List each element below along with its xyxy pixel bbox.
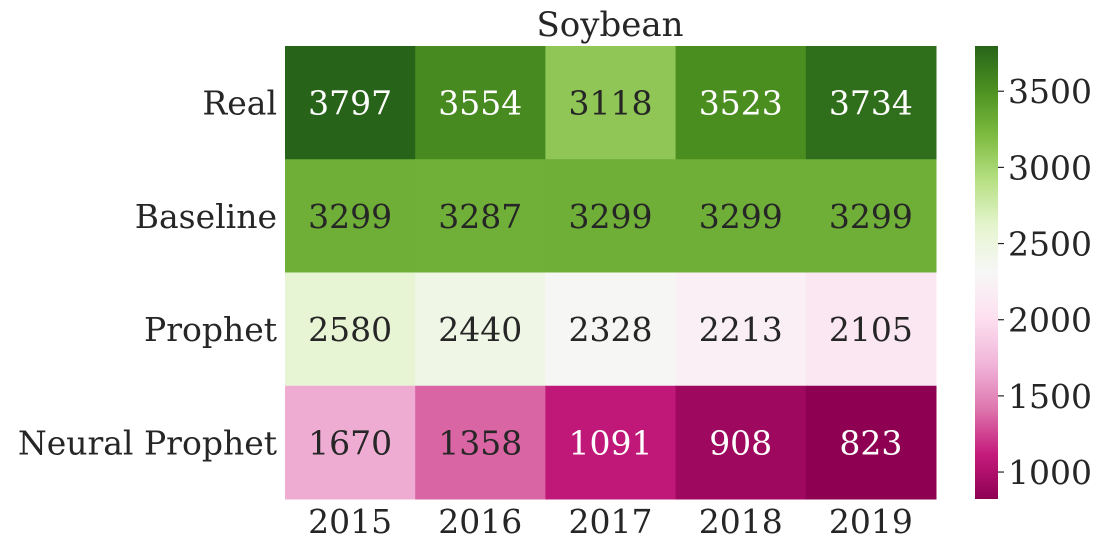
- y-tick-label: Real: [202, 84, 277, 123]
- cell-value-label: 3734: [829, 84, 913, 123]
- heatmap-cell: [415, 272, 546, 387]
- colorbar-tick-label: 2500: [1008, 225, 1092, 264]
- colorbar: 1000 1500 2000 2500 3000 3500: [975, 46, 1092, 499]
- cell-value-label: 823: [839, 423, 902, 462]
- heatmap-cell: [545, 46, 677, 160]
- y-tick-label: Prophet: [144, 310, 277, 349]
- cell-value-label: 3299: [829, 197, 913, 236]
- cell-value-label: 3299: [569, 197, 653, 236]
- cell-value-label: 2440: [438, 310, 522, 349]
- heatmap-cell: [675, 385, 807, 500]
- cell-value-label: 3299: [308, 197, 392, 236]
- heatmap-cell: [285, 46, 416, 160]
- cell-value-label: 2213: [699, 310, 783, 349]
- colorbar-tick-label: 3500: [1008, 72, 1092, 111]
- cell-value-label: 1091: [569, 423, 653, 462]
- heatmap-cell: [285, 159, 416, 273]
- y-tick-label: Neural Prophet: [18, 423, 277, 462]
- cell-value-label: 3797: [308, 84, 392, 123]
- cell-value-label: 2105: [829, 310, 913, 349]
- colorbar-tick-label: 2000: [1008, 301, 1092, 340]
- cell-value-label: 908: [709, 423, 772, 462]
- colorbar-tick-label: 3000: [1008, 148, 1092, 187]
- cell-value-label: 3118: [569, 84, 653, 123]
- cell-value-label: 1670: [308, 423, 392, 462]
- heatmap-cell: [415, 385, 546, 500]
- heatmap-cell: [805, 272, 937, 387]
- heatmap-cells: [285, 46, 937, 500]
- heatmap-cell: [285, 272, 416, 387]
- cell-value-label: 3287: [438, 197, 522, 236]
- x-tick-label: 2016: [438, 502, 522, 541]
- heatmap-cell: [675, 159, 807, 273]
- chart-title: Soybean: [536, 5, 683, 45]
- heatmap-cell: [285, 385, 416, 500]
- cell-value-labels: 3797 3554 3118 3523 3734 3299 3287 3299 3299 3299…: [308, 84, 913, 463]
- colorbar-tick-label: 1000: [1008, 453, 1092, 492]
- cell-value-label: 3299: [699, 197, 783, 236]
- colorbar-tick-label: 1500: [1008, 377, 1092, 416]
- heatmap-cell: [675, 272, 807, 387]
- heatmap-cell: [545, 272, 677, 387]
- x-tick-label: 2015: [308, 502, 392, 541]
- heatmap-cell: [545, 159, 677, 273]
- colorbar-gradient: [975, 46, 998, 499]
- cell-value-label: 3523: [699, 84, 783, 123]
- x-axis-tick-labels: 2015 2016 2017 2018 2019: [308, 502, 913, 541]
- cell-value-label: 1358: [438, 423, 522, 462]
- heatmap-cell: [675, 46, 807, 160]
- heatmap-cell: [415, 159, 546, 273]
- heatmap-cell: [805, 46, 937, 160]
- x-tick-label: 2017: [569, 502, 653, 541]
- cell-value-label: 3554: [438, 84, 522, 123]
- y-axis-tick-labels: Real Baseline Prophet Neural Prophet: [18, 84, 277, 463]
- heatmap-cell: [805, 159, 937, 273]
- heatmap-cell: [415, 46, 546, 160]
- heatmap-cell: [805, 385, 937, 500]
- y-tick-label: Baseline: [135, 197, 277, 236]
- cell-value-label: 2580: [308, 310, 392, 349]
- cell-value-label: 2328: [569, 310, 653, 349]
- x-tick-label: 2019: [829, 502, 913, 541]
- x-tick-label: 2018: [699, 502, 783, 541]
- heatmap-cell: [545, 385, 677, 500]
